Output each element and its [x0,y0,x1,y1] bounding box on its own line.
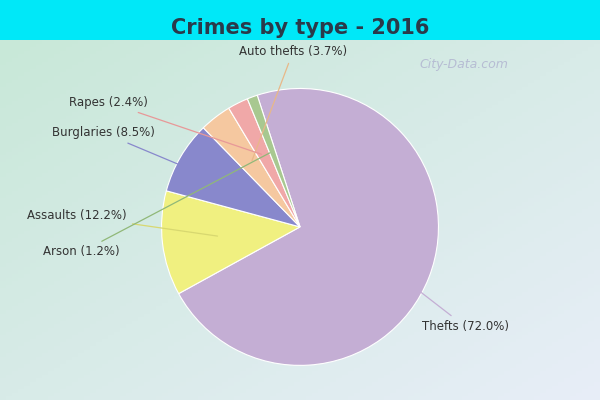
Text: City-Data.com: City-Data.com [419,58,508,71]
Wedge shape [247,95,300,227]
Text: Crimes by type - 2016: Crimes by type - 2016 [171,18,429,38]
Text: Thefts (72.0%): Thefts (72.0%) [377,258,509,333]
Text: Assaults (12.2%): Assaults (12.2%) [27,209,218,236]
Wedge shape [203,108,300,227]
Text: Burglaries (8.5%): Burglaries (8.5%) [52,126,228,185]
Text: Auto thefts (3.7%): Auto thefts (3.7%) [239,45,347,161]
Text: Arson (1.2%): Arson (1.2%) [43,153,270,258]
Wedge shape [161,191,300,294]
Wedge shape [179,88,439,365]
Wedge shape [229,99,300,227]
Text: Rapes (2.4%): Rapes (2.4%) [69,96,262,154]
Wedge shape [166,128,300,227]
